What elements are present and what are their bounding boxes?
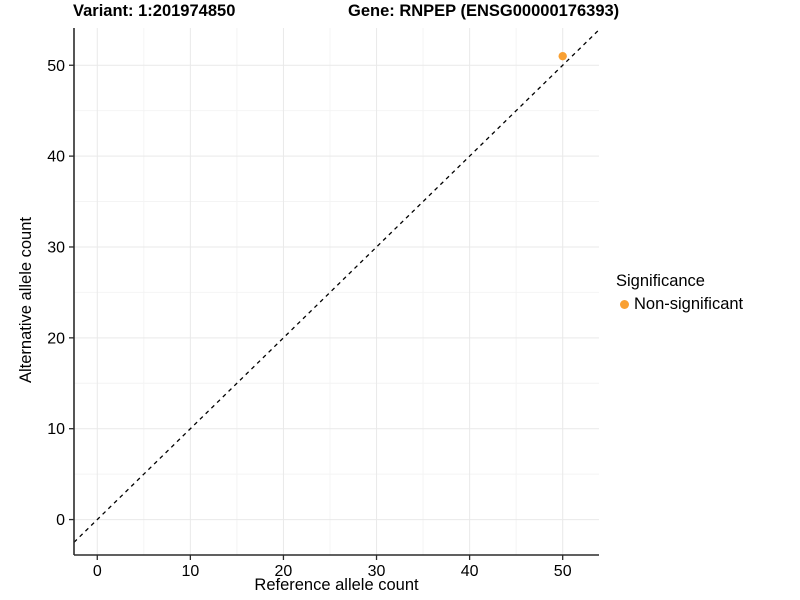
y-tick-label-30: 30 bbox=[47, 239, 65, 256]
legend-title: Significance bbox=[616, 272, 705, 290]
x-tick-label-40: 40 bbox=[461, 563, 479, 580]
y-tick-label-20: 20 bbox=[47, 330, 65, 347]
gene-title: Gene: RNPEP (ENSG00000176393) bbox=[348, 2, 620, 20]
x-tick-label-10: 10 bbox=[181, 563, 199, 580]
legend-point-icon bbox=[620, 300, 629, 309]
x-tick-label-30: 30 bbox=[368, 563, 386, 580]
variant-title: Variant: 1:201974850 bbox=[73, 2, 236, 20]
panel-background bbox=[74, 28, 599, 555]
x-axis-ticks: 0 10 20 30 40 50 bbox=[93, 555, 572, 580]
data-points bbox=[558, 51, 567, 61]
y-tick-label-10: 10 bbox=[47, 421, 65, 438]
y-axis-ticks: 0 10 20 30 40 50 bbox=[47, 58, 74, 529]
legend-item: Non-significant bbox=[616, 295, 743, 314]
legend: Significance Non-significant bbox=[616, 272, 743, 314]
y-tick-label-50: 50 bbox=[47, 58, 65, 75]
legend-item-label: Non-significant bbox=[634, 295, 744, 313]
data-point bbox=[558, 51, 567, 61]
y-axis-title: Alternative allele count bbox=[17, 217, 35, 384]
minor-gridlines bbox=[74, 28, 599, 555]
y-tick-label-0: 0 bbox=[56, 512, 65, 529]
identity-dashed-line bbox=[73, 29, 600, 543]
x-axis-title: Reference allele count bbox=[254, 576, 419, 594]
x-tick-label-20: 20 bbox=[275, 563, 293, 580]
x-tick-label-50: 50 bbox=[554, 563, 572, 580]
major-gridlines bbox=[74, 28, 599, 555]
x-tick-label-0: 0 bbox=[93, 563, 102, 580]
y-tick-label-40: 40 bbox=[47, 149, 65, 166]
